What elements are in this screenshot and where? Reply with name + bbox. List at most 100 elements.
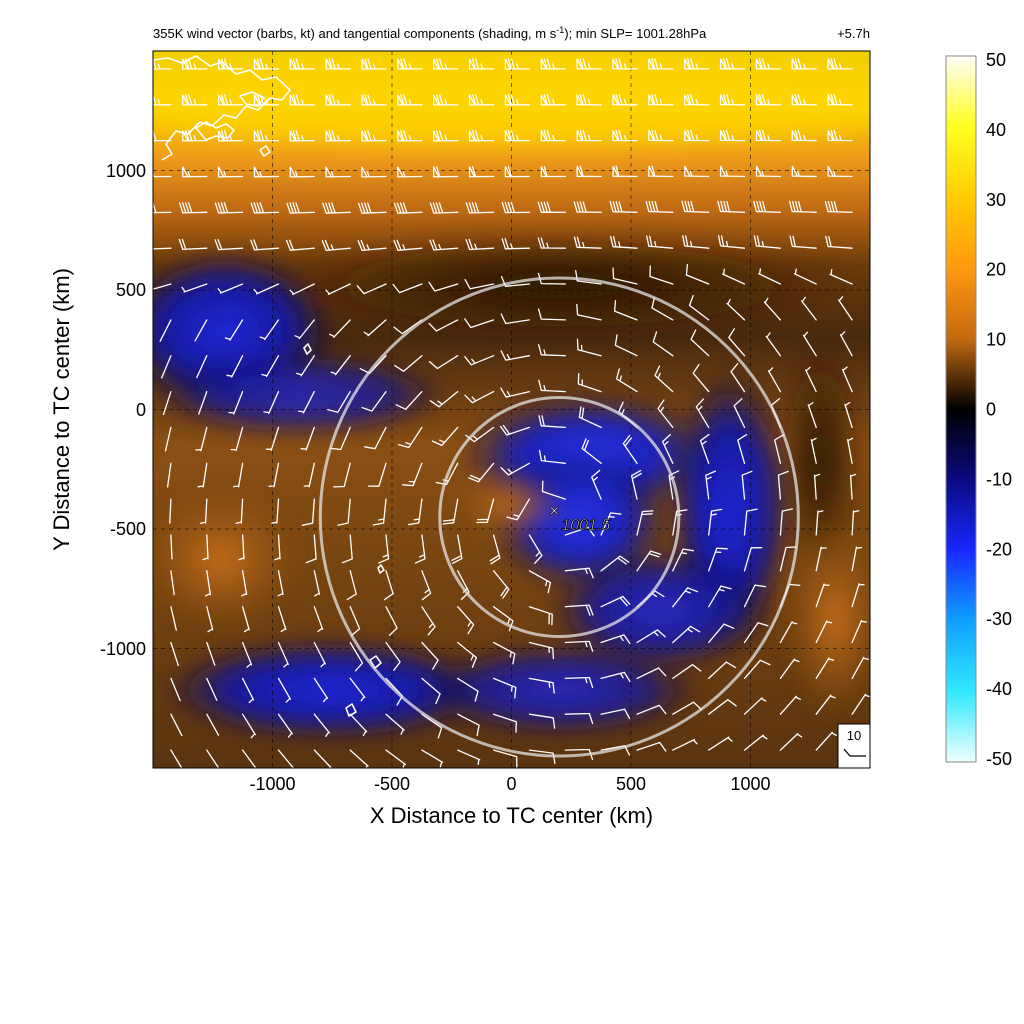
wind-barb <box>199 498 208 524</box>
wind-barb <box>313 749 332 768</box>
wind-barb <box>657 399 674 429</box>
wind-barb <box>793 268 817 285</box>
wind-barb <box>277 713 293 738</box>
wind-barb <box>289 166 315 178</box>
wind-barb <box>285 239 315 251</box>
wind-barb <box>708 736 733 751</box>
wind-barb <box>600 634 631 645</box>
wind-barb <box>791 93 817 106</box>
shading-southeast-band <box>550 550 770 670</box>
shading-orange-east <box>785 520 870 720</box>
wind-barb <box>719 129 746 142</box>
wind-barb <box>153 94 172 106</box>
y-tick-label-500: 500 <box>116 280 146 300</box>
wind-barb <box>327 390 351 413</box>
wind-barb <box>476 498 495 524</box>
wind-barb <box>528 534 543 564</box>
wind-barb <box>733 398 746 429</box>
wind-barb <box>217 94 244 106</box>
wind-barb <box>684 129 710 142</box>
wind-barb <box>719 93 746 106</box>
wind-barb <box>349 677 366 702</box>
wind-barb <box>540 58 566 70</box>
wind-barb <box>576 303 602 321</box>
wind-barb <box>289 58 315 70</box>
wind-barb <box>429 202 459 214</box>
wind-barb <box>241 641 253 668</box>
wind-barb <box>506 498 531 521</box>
wind-barb <box>421 677 441 705</box>
x-tick-label-1000: 1000 <box>730 774 770 794</box>
wind-barb <box>573 236 602 249</box>
wind-barb <box>849 473 857 500</box>
wind-barb <box>684 58 710 70</box>
wind-barb <box>779 695 802 715</box>
wind-barb <box>789 235 817 249</box>
wind-barb <box>564 676 594 689</box>
wind-barb <box>564 712 594 725</box>
wind-barb <box>788 200 817 213</box>
wind-barb <box>636 667 667 680</box>
wind-barb <box>181 283 208 293</box>
wind-barb <box>428 319 459 332</box>
reference-barb-box: 10 <box>837 723 871 769</box>
wind-barb <box>600 708 631 720</box>
wind-barb <box>499 424 531 436</box>
wind-barb <box>162 390 172 416</box>
colorbar-tick-label: -10 <box>986 469 1012 489</box>
wind-barb <box>800 296 817 321</box>
wind-barb <box>265 426 280 451</box>
wind-barb <box>305 534 317 564</box>
wind-barb <box>182 130 208 142</box>
wind-barb <box>286 202 315 214</box>
wind-barb <box>230 426 244 452</box>
wind-barb <box>767 367 782 393</box>
wind-barb <box>206 641 216 666</box>
wind-barb <box>170 606 177 631</box>
wind-barb <box>322 202 351 214</box>
wind-barb <box>576 129 602 142</box>
wind-barb <box>274 534 281 561</box>
wind-barb <box>398 426 423 449</box>
wind-barb <box>170 641 179 667</box>
wind-barb <box>564 567 594 579</box>
shading-field <box>153 55 870 740</box>
wind-barb <box>465 238 495 251</box>
wind-barb <box>364 426 387 450</box>
wind-barb <box>827 94 853 106</box>
wind-barb <box>489 534 501 565</box>
wind-barb <box>361 94 387 106</box>
x-tick-label-minus-1000: -1000 <box>249 774 295 794</box>
wind-barb <box>538 415 566 429</box>
wind-barb <box>564 604 594 616</box>
wind-barb <box>226 355 244 378</box>
wind-barb <box>325 283 351 295</box>
wind-barb <box>500 350 531 361</box>
wind-barb <box>622 434 638 464</box>
wind-barb <box>170 713 183 737</box>
wind-barb <box>241 570 248 597</box>
wind-barb <box>537 201 566 213</box>
wind-barb <box>202 534 209 561</box>
wind-barb <box>705 470 717 500</box>
wind-barb <box>708 623 735 644</box>
coastline-segment-3 <box>239 91 265 107</box>
wind-barb <box>699 433 710 464</box>
wind-barb <box>672 625 701 644</box>
colorbar-tick-label: -30 <box>986 609 1012 629</box>
wind-barb <box>578 406 602 429</box>
wind-barb <box>214 238 244 251</box>
wind-barb <box>277 677 292 703</box>
wind-barb <box>753 200 782 213</box>
wind-barb <box>303 462 315 488</box>
wind-barb <box>325 94 351 106</box>
wind-barb <box>153 58 172 70</box>
wind-barb <box>541 480 566 500</box>
wind-barb <box>630 469 642 500</box>
wind-barb <box>263 390 280 415</box>
wind-barb <box>851 510 860 536</box>
wind-barb <box>313 641 326 668</box>
wind-barb <box>421 606 436 636</box>
colorbar: 50 40 30 20 10 0 -10 -20 -30 -40 -50 <box>945 50 1012 769</box>
wind-barb <box>289 130 315 142</box>
